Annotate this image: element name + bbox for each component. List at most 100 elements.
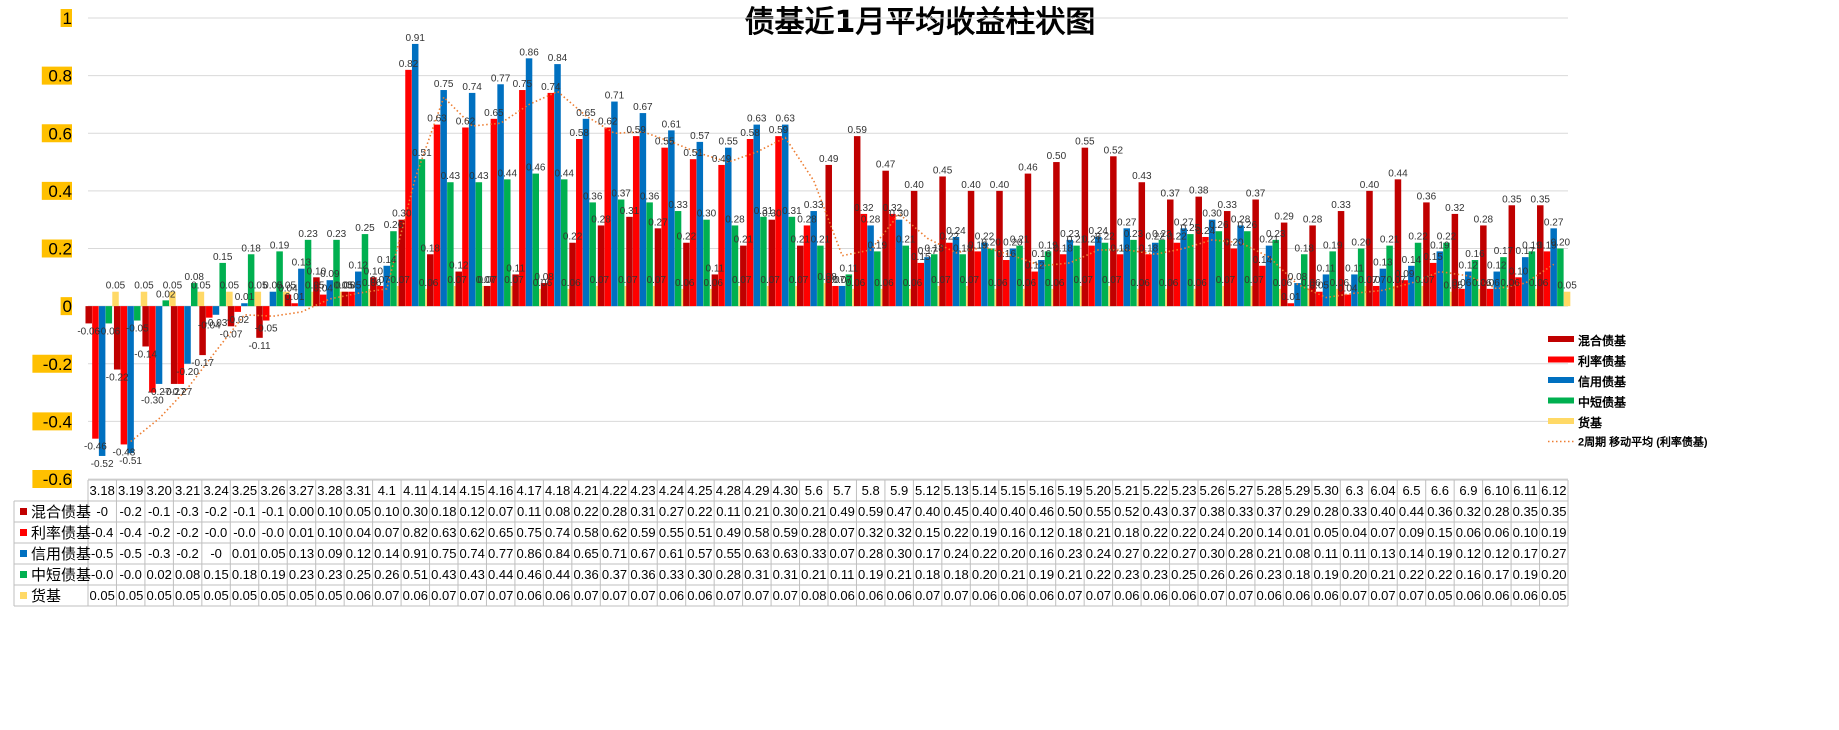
bar (1515, 277, 1522, 307)
data-label: 0.05 (1443, 281, 1463, 292)
bar (376, 285, 384, 307)
table-cell: 0.44 (545, 567, 570, 582)
x-tick-label: 5.12 (915, 483, 940, 498)
table-cell: -0.1 (148, 504, 170, 519)
bar (1002, 260, 1010, 307)
x-tick-label: 5.27 (1228, 483, 1253, 498)
data-label: 0.22 (1408, 232, 1428, 243)
data-label: 0.15 (213, 252, 233, 263)
data-label: 0.33 (1217, 200, 1237, 211)
data-label: 0.19 (1430, 240, 1450, 251)
bar (902, 245, 909, 307)
x-tick-label: 6.04 (1370, 483, 1395, 498)
y-tick-label: 0.6 (48, 124, 72, 143)
bar (797, 245, 804, 307)
data-label: 0.11 (1317, 263, 1336, 274)
bar (226, 291, 233, 307)
bar (1044, 251, 1052, 307)
data-label: 0.06 (846, 278, 866, 289)
bar (1223, 211, 1231, 307)
data-label: 0.21 (734, 235, 754, 246)
table-cell: 0.07 (488, 504, 513, 519)
table-cell: 0.18 (1114, 525, 1139, 540)
bar (1215, 231, 1223, 307)
table-cell: 0.06 (1285, 588, 1310, 603)
data-label: 0.01 (1281, 292, 1301, 303)
bar (703, 219, 710, 307)
bar (504, 179, 511, 307)
data-label: 0.07 (618, 275, 638, 286)
data-label: 0.35 (1502, 194, 1522, 205)
table-cell: 0.18 (232, 567, 257, 582)
data-label: 0.74 (462, 82, 482, 93)
data-label: 0.46 (1018, 163, 1038, 174)
table-cell: -0.1 (233, 504, 255, 519)
x-tick-label: 6.3 (1345, 483, 1363, 498)
bar (254, 291, 262, 307)
table-cell: 0.49 (716, 525, 741, 540)
bar (1208, 219, 1216, 307)
table-cell: 0.11 (517, 504, 541, 519)
data-label: 0.30 (1202, 209, 1222, 220)
x-tick-label: 6.9 (1459, 483, 1477, 498)
x-tick-label: 4.22 (602, 483, 627, 498)
bar (241, 303, 248, 307)
data-label: -0.05 (255, 324, 278, 335)
bar (1401, 280, 1408, 307)
bar (639, 113, 647, 307)
data-label: 0.58 (740, 128, 760, 139)
table-cell: 0.11 (716, 504, 740, 519)
table-cell: 0.31 (630, 504, 655, 519)
table-cell: 0.22 (1143, 525, 1168, 540)
bar (177, 306, 185, 384)
bar (987, 248, 995, 307)
data-label: -0.07 (220, 329, 243, 340)
data-label: 0.04 (313, 284, 333, 295)
data-label: 0.06 (988, 278, 1008, 289)
table-cell: 0.19 (260, 567, 285, 582)
bar (1557, 248, 1564, 307)
table-cell: 0.28 (1228, 546, 1253, 561)
table-cell: 0.33 (801, 546, 826, 561)
data-label: 0.18 (1110, 243, 1130, 254)
bar (1130, 239, 1137, 307)
bar (1230, 248, 1238, 307)
data-label: 0.21 (1380, 235, 1400, 246)
table-cell: 0.06 (1143, 588, 1168, 603)
bar (917, 262, 925, 307)
table-cell: 0.05 (260, 546, 285, 561)
bar (1521, 257, 1529, 307)
data-label: 0.27 (1544, 217, 1564, 228)
bar (959, 254, 966, 307)
table-cell: 0.14 (374, 546, 399, 561)
bar (910, 190, 918, 307)
data-label: -0.46 (84, 442, 107, 453)
bar (1116, 254, 1124, 307)
bar (930, 254, 938, 307)
bar (1038, 260, 1045, 307)
table-cell: 0.38 (1200, 504, 1225, 519)
y-tick-highlight (41, 239, 72, 258)
table-cell: -0.0 (233, 525, 255, 540)
y-tick-highlight (60, 9, 72, 27)
bar (760, 216, 767, 307)
table-cell: 0.21 (801, 567, 826, 582)
bar (276, 251, 283, 307)
bar (219, 262, 226, 307)
table-cell: 0.21 (1370, 567, 1395, 582)
bar (683, 242, 690, 307)
legend-swatch (1548, 418, 1574, 424)
bar (604, 127, 611, 307)
data-label: 0.18 (1053, 243, 1073, 254)
data-label: 0.06 (1273, 278, 1293, 289)
table-cell: 0.86 (517, 546, 542, 561)
table-cell: 0.21 (744, 504, 769, 519)
data-label: 0.19 (1537, 240, 1557, 251)
bar (1458, 288, 1465, 307)
bar (952, 236, 960, 307)
bar (1414, 242, 1422, 307)
data-label: 0.28 (1474, 214, 1494, 225)
table-cell: 0.59 (630, 525, 655, 540)
table-cell: 0.59 (858, 504, 883, 519)
bar (768, 219, 776, 307)
